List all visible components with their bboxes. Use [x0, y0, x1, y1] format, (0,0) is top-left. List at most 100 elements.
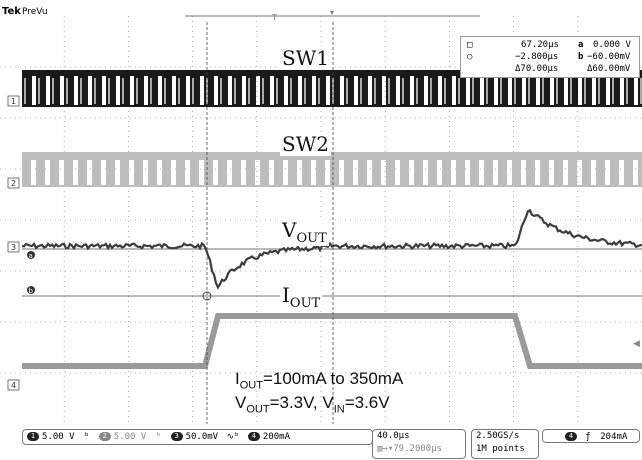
- vout-label: VOUT: [280, 218, 329, 246]
- sw1-pulse: [176, 76, 186, 106]
- sw1-pulse: [190, 76, 200, 106]
- sw2-pulse: [442, 160, 451, 186]
- ch1-ground-marker-box: [7, 95, 20, 107]
- horizontal-settings[interactable]: 40.0µs ▥→▾79.2000µs: [372, 429, 466, 459]
- sw1-pulse-inner: [346, 78, 348, 104]
- sw1-pulse-inner: [556, 78, 558, 104]
- sw1-pulse: [274, 76, 284, 106]
- bandwidth-icon-2: ᵇ: [155, 432, 162, 442]
- sw2-label: SW2: [280, 132, 331, 156]
- sw2-pulse: [540, 160, 549, 186]
- sw1-pulse-inner: [500, 78, 502, 104]
- cursor-a-icon: [27, 251, 35, 259]
- trigger-pos-marker: T: [271, 13, 277, 22]
- trigger-level: 204mA: [600, 432, 628, 442]
- sw1-pulse: [610, 76, 620, 106]
- sw1-pulse: [106, 76, 116, 106]
- sw2-pulse: [50, 160, 59, 186]
- sw1-pulse-inner: [430, 78, 432, 104]
- sw2-pulse: [106, 160, 115, 186]
- sw1-pulse: [512, 76, 522, 106]
- trigger-level-arrow-icon: ◀: [633, 339, 640, 349]
- acquisition-settings[interactable]: 2.50GS/s 1M points: [471, 429, 539, 459]
- cursor-a-value: 0.000 V: [593, 40, 631, 50]
- sw2-pulse: [638, 160, 642, 186]
- cursor-intersection-icon: [202, 291, 212, 301]
- sw1-pulse: [400, 76, 410, 106]
- sw1-pulse: [456, 76, 466, 106]
- sw1-pulse-inner: [304, 78, 306, 104]
- sw1-pulse: [316, 76, 326, 106]
- sw1-pulse: [162, 76, 172, 106]
- sw2-pulse: [512, 160, 521, 186]
- sw2-pulse: [302, 160, 311, 186]
- ch2-ground-marker-box: [7, 177, 20, 189]
- sw1-pulse: [582, 76, 592, 106]
- sw1-pulse: [92, 76, 102, 106]
- sw2-pulse: [358, 160, 367, 186]
- sw1-pulse: [624, 76, 634, 106]
- sw1-pulse-inner: [374, 78, 376, 104]
- ch4-ground-marker-box: [7, 379, 20, 391]
- ch2-badge[interactable]: 2: [98, 432, 111, 441]
- sw2-pulse: [554, 160, 563, 186]
- sw2-pulse: [148, 160, 157, 186]
- sw1-pulse-inner: [360, 78, 362, 104]
- sw1-pulse-inner: [528, 78, 530, 104]
- sw1-pulse: [428, 76, 438, 106]
- sw2-pulse: [372, 160, 381, 186]
- ch1-scale: 5.00 V: [42, 432, 75, 442]
- sw1-pulse: [218, 76, 228, 106]
- sw1-pulse: [540, 76, 550, 106]
- ch3-badge[interactable]: 3: [170, 432, 183, 441]
- sw2-pulse: [568, 160, 577, 186]
- sw1-pulse-inner: [178, 78, 180, 104]
- sw1-pulse-inner: [458, 78, 460, 104]
- sw1-pulse: [50, 76, 60, 106]
- cursor-delta-time: Δ70.00µs: [515, 64, 559, 74]
- load-step-note: IOUT=100mA to 350mA: [235, 369, 404, 392]
- sw1-pulse-inner: [150, 78, 152, 104]
- sw2-pulse: [288, 160, 297, 186]
- cursor-b-value: −60.00mV: [587, 52, 631, 62]
- sw1-pulse-inner: [514, 78, 516, 104]
- sw2-pulse: [386, 160, 395, 186]
- sw2-pulse: [22, 160, 31, 186]
- sw1-pulse: [120, 76, 130, 106]
- sw1-pulse: [302, 76, 312, 106]
- sw2-pulse: [218, 160, 227, 186]
- sw2-pulse: [120, 160, 129, 186]
- sw1-pulse-inner: [136, 78, 138, 104]
- ch2-ground-marker: 2: [11, 179, 16, 188]
- sw2-pulse: [596, 160, 605, 186]
- ch4-badge[interactable]: 4: [247, 432, 260, 441]
- sw2-pulse: [176, 160, 185, 186]
- sw2-pulse: [92, 160, 101, 186]
- center-marker: ▾: [330, 8, 334, 17]
- sw2-pulse: [414, 160, 423, 186]
- voltage-note: VOUT=3.3V, VIN=3.6V: [235, 393, 390, 416]
- trigger-settings[interactable]: 4 ƒ 204mA: [542, 429, 640, 443]
- sw2-pulse: [470, 160, 479, 186]
- sw2-pulse: [274, 160, 283, 186]
- scope-topbar: Tek PreVu: [0, 0, 642, 22]
- sw1-pulse: [204, 76, 214, 106]
- sw1-pulse-inner: [416, 78, 418, 104]
- ch4-ground-marker: 4: [11, 381, 16, 390]
- sw1-pulse-inner: [234, 78, 236, 104]
- channel-scales[interactable]: 1 5.00 V ᵇ 2 5.00 V ᵇ 3 50.0mV ∿ᵇ 4 200mA: [22, 429, 373, 445]
- sw2-pulse: [316, 160, 325, 186]
- sw2-pulse: [400, 160, 409, 186]
- sw1-pulse-inner: [640, 78, 642, 104]
- sw1-pulse-inner: [486, 78, 488, 104]
- vout-trace: [21, 208, 642, 290]
- cursor-a-glyph: a: [29, 252, 33, 260]
- sw1-pulse-inner: [80, 78, 82, 104]
- ch1-badge[interactable]: 1: [27, 432, 39, 441]
- sw1-pulse-inner: [444, 78, 446, 104]
- brand-logo: Tek: [2, 6, 21, 17]
- sw1-pulse: [344, 76, 354, 106]
- sw1-top-band: [22, 70, 642, 76]
- sw1-pulse-inner: [192, 78, 194, 104]
- sw1-pulse-inner: [612, 78, 614, 104]
